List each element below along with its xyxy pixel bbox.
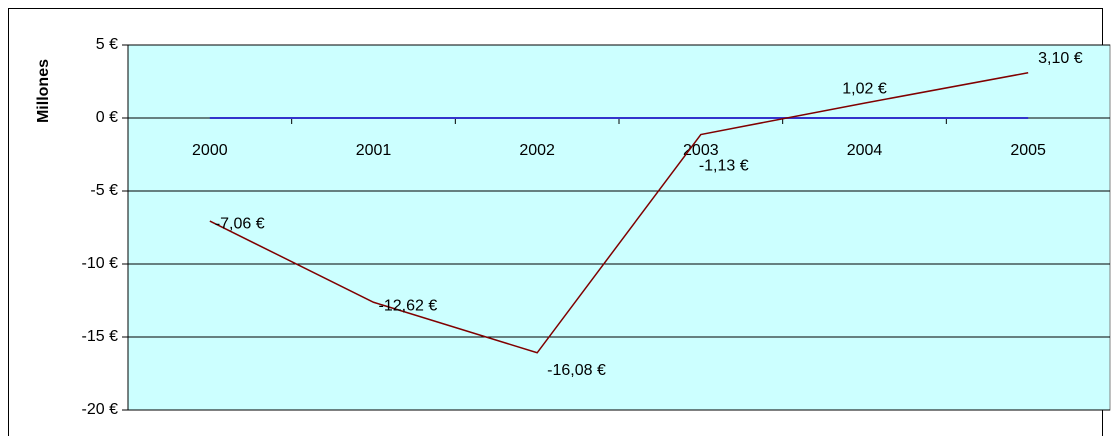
data-label: -12,62 € (379, 297, 438, 314)
y-tick-label: -15 € (82, 328, 119, 345)
y-tick-label: 5 € (96, 36, 118, 53)
y-tick-label: -10 € (82, 255, 119, 272)
x-tick-label: 2000 (192, 142, 228, 159)
y-axis-title: Millones (35, 59, 52, 123)
x-tick-label: 2004 (847, 142, 883, 159)
data-label: -1,13 € (699, 158, 749, 175)
x-tick-label: 2001 (356, 142, 392, 159)
line-series (209, 72, 1029, 354)
x-tick-label: 2002 (519, 142, 555, 159)
y-tick-label: -20 € (82, 401, 119, 418)
y-tick-label: 0 € (96, 109, 118, 126)
x-tick-label: 2005 (1010, 142, 1046, 159)
data-label: -7,06 € (215, 215, 265, 232)
data-label: 3,10 € (1038, 50, 1083, 67)
y-tick-label: -5 € (90, 182, 118, 199)
plot-area (127, 44, 1111, 411)
data-label: -16,08 € (547, 362, 606, 379)
data-label: 1,02 € (842, 80, 887, 97)
